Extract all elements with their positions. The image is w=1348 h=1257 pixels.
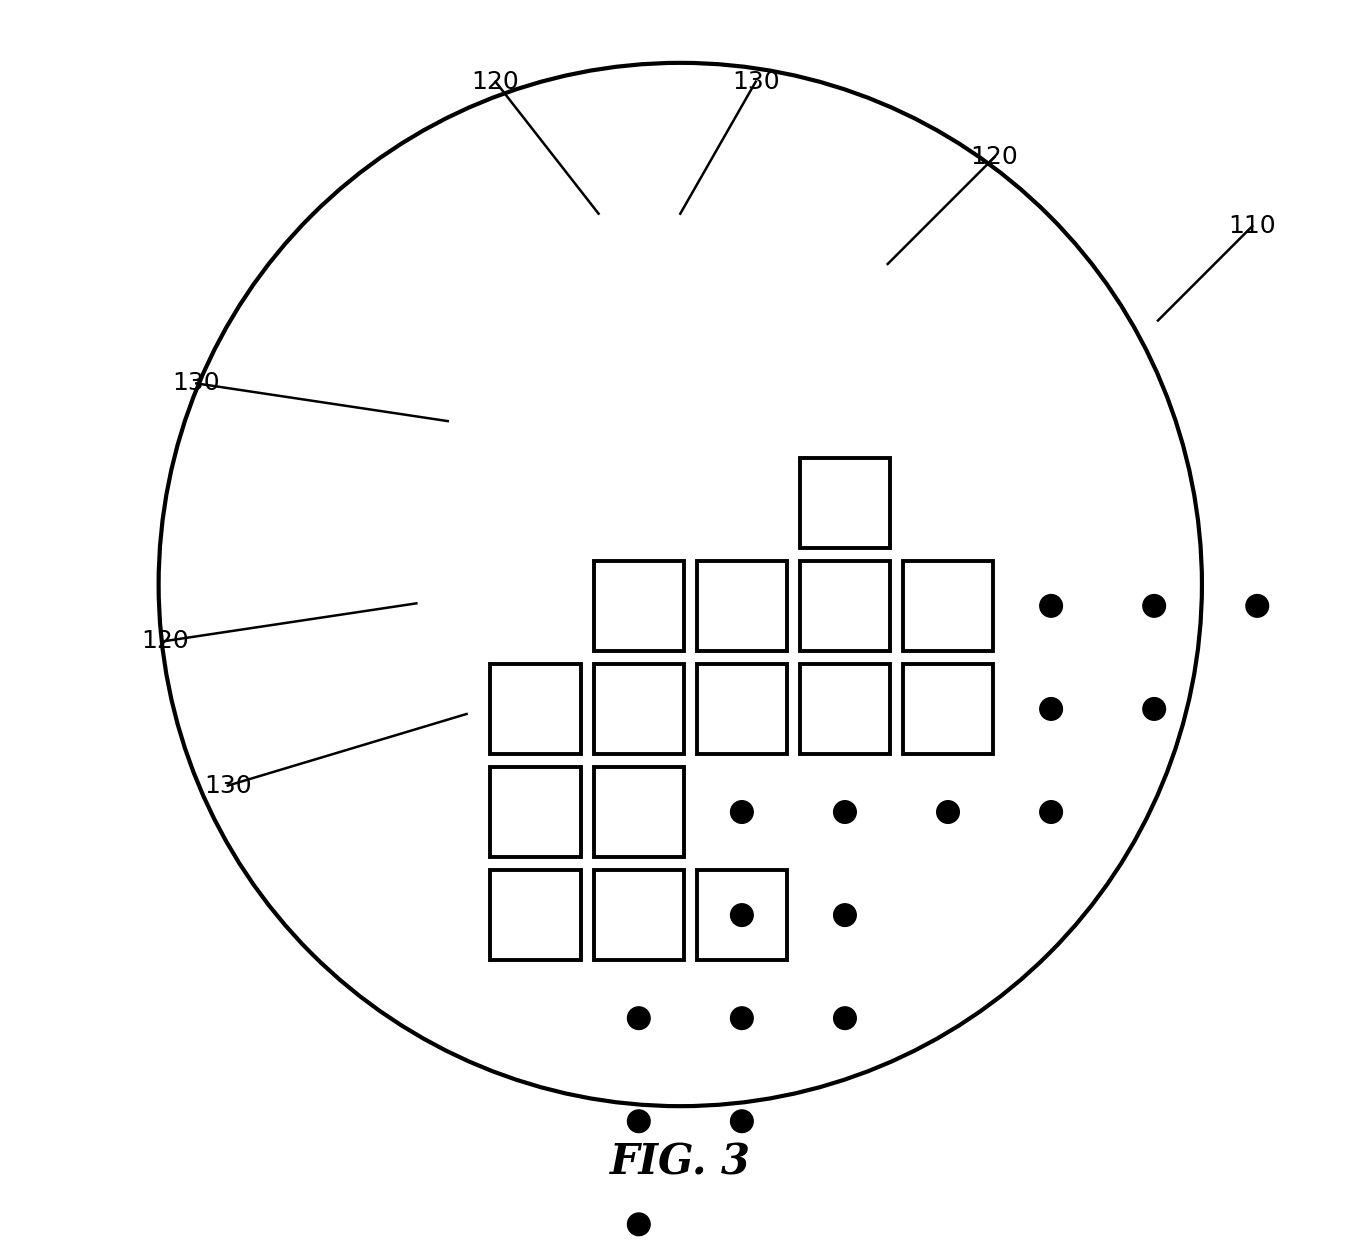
Circle shape — [833, 801, 856, 823]
Circle shape — [627, 1213, 650, 1236]
Circle shape — [627, 1007, 650, 1029]
Circle shape — [731, 1007, 754, 1029]
Bar — [799, 664, 890, 754]
Circle shape — [1246, 595, 1268, 617]
Bar — [697, 664, 787, 754]
Bar — [593, 870, 683, 960]
Text: 130: 130 — [204, 773, 252, 798]
Bar — [697, 561, 787, 651]
Bar — [593, 664, 683, 754]
Bar — [903, 561, 993, 651]
Circle shape — [1039, 801, 1062, 823]
Bar — [491, 664, 581, 754]
Text: FIG. 3: FIG. 3 — [609, 1141, 751, 1184]
Circle shape — [1039, 595, 1062, 617]
Circle shape — [833, 904, 856, 926]
Bar — [491, 870, 581, 960]
Circle shape — [1143, 698, 1166, 720]
Bar — [799, 458, 890, 548]
Bar — [799, 561, 890, 651]
Bar — [593, 767, 683, 857]
Circle shape — [731, 1110, 754, 1133]
Text: 130: 130 — [732, 69, 779, 94]
Bar — [697, 870, 787, 960]
Circle shape — [1039, 698, 1062, 720]
Bar — [593, 561, 683, 651]
Circle shape — [731, 801, 754, 823]
Text: 120: 120 — [142, 628, 189, 654]
Text: 120: 120 — [472, 69, 519, 94]
Text: 110: 110 — [1228, 214, 1277, 239]
Circle shape — [731, 904, 754, 926]
Text: 130: 130 — [173, 371, 220, 396]
Bar — [491, 767, 581, 857]
Circle shape — [937, 801, 960, 823]
Bar — [903, 664, 993, 754]
Text: 120: 120 — [971, 145, 1018, 170]
Circle shape — [1143, 595, 1166, 617]
Circle shape — [833, 1007, 856, 1029]
Circle shape — [627, 1110, 650, 1133]
